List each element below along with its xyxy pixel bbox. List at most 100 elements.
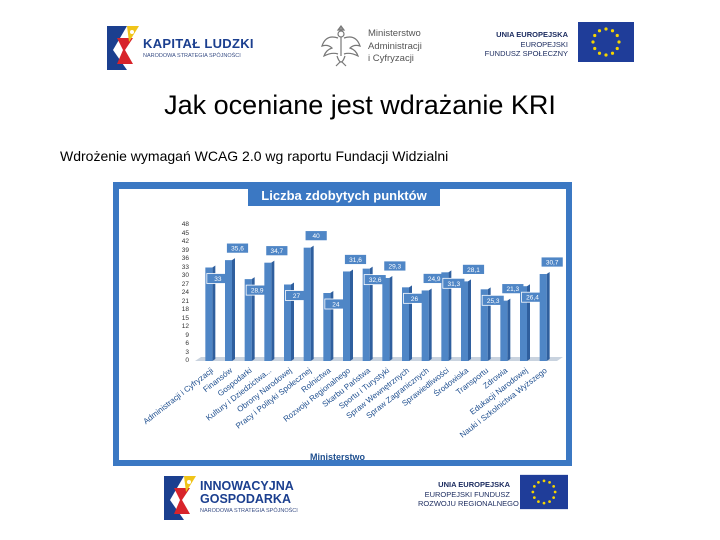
polish-eagle-icon (321, 25, 361, 67)
eu-efrr-text: UNIA EUROPEJSKA EUROPEJSKI FUNDUSZ ROZWO… (418, 480, 519, 509)
bar (461, 279, 471, 361)
bar (225, 258, 235, 361)
bar-front (421, 290, 429, 361)
ministry-name: Ministerstwo Administracji i Cyfryzacji (368, 28, 440, 66)
bar (382, 275, 393, 361)
bar-front (362, 268, 370, 361)
innowacyjna-line-1: INNOWACYJNA (200, 479, 294, 493)
bar-side (251, 277, 255, 361)
data-label: 27 (293, 293, 301, 300)
data-label: 26,4 (526, 295, 539, 302)
eu-efs-line-1: UNIA EUROPEJSKA (496, 30, 568, 39)
eu-flag-icon (578, 22, 634, 62)
eu-flag-icon (520, 474, 568, 510)
bar-side (546, 272, 550, 361)
y-tick-label: 48 (181, 221, 189, 228)
innowacyjna-title: INNOWACYJNA GOSPODARKA (200, 480, 294, 506)
bar-front (244, 279, 252, 361)
bar-front (520, 286, 527, 361)
bar-front (303, 247, 311, 361)
y-tick-label: 21 (181, 297, 189, 305)
bar-front (402, 287, 409, 361)
bar-front (284, 284, 291, 361)
chart-title: Liczba zdobytych punktów (248, 186, 440, 206)
eu-efs-logo: UNIA EUROPEJSKA EUROPEJSKI FUNDUSZ SPOŁE… (478, 18, 638, 74)
bar-side (271, 260, 275, 361)
bar (402, 285, 412, 361)
bar (362, 266, 373, 361)
bar (343, 269, 353, 361)
data-label-box (265, 245, 289, 257)
slide-title: Jak oceniane jest wdrażanie KRI (164, 90, 556, 120)
innowacyjna-emblem-icon (164, 476, 196, 520)
data-label: 31,6 (349, 257, 362, 264)
bar-front (461, 281, 468, 361)
ministry-line-1: Ministerstwo (368, 28, 421, 39)
bar-front (323, 293, 331, 361)
y-tick-label: 24 (181, 289, 189, 296)
data-label-box (540, 256, 564, 268)
data-label: 30,7 (546, 260, 559, 267)
eu-efrr-line-1: UNIA EUROPEJSKA (438, 480, 510, 489)
bar-side (448, 270, 452, 361)
ministry-line-3: i Cyfryzacji (368, 53, 414, 64)
data-label: 34,7 (271, 248, 284, 255)
bar-side (350, 269, 353, 361)
data-label: 21,3 (507, 286, 520, 293)
bar-side (310, 245, 314, 361)
innowacyjna-line-2: GOSPODARKA (200, 492, 291, 506)
data-label-box (304, 230, 328, 242)
y-tick-label: 36 (181, 255, 189, 262)
innowacyjna-gospodarka-logo: INNOWACYJNA GOSPODARKA NARODOWA STRATEGI… (160, 470, 320, 530)
y-tick-label: 0 (185, 357, 189, 364)
bar (520, 284, 530, 361)
x-axis-title: Ministerstwo (310, 452, 366, 462)
y-tick-label: 30 (181, 272, 189, 279)
slide-subtitle: Wdrożenie wymagań WCAG 2.0 wg raportu Fu… (60, 148, 449, 164)
bar-side (291, 282, 294, 361)
data-label-box (344, 254, 367, 265)
bar (205, 265, 216, 361)
data-label-box (462, 263, 485, 275)
y-tick-label: 45 (181, 229, 189, 237)
data-label: 24,9 (428, 276, 441, 283)
bar-side (527, 284, 530, 361)
bar-side (232, 258, 235, 361)
data-label: 40 (313, 233, 321, 240)
bar-side (487, 287, 491, 361)
bar-front (225, 260, 232, 361)
data-label: 32,6 (369, 277, 382, 284)
eu-efrr-line-2: EUROPEJSKI FUNDUSZ (424, 489, 510, 499)
data-label-box (383, 260, 407, 272)
bar (441, 270, 452, 361)
y-tick-label: 3 (185, 348, 189, 356)
bar (244, 277, 255, 361)
bar-side (389, 275, 393, 361)
eu-efrr-line-3: ROZWOJU REGIONALNEGO (418, 499, 519, 508)
bar (500, 298, 511, 361)
kapital-ludzki-tagline: NARODOWA STRATEGIA SPÓJNOŚCI (143, 53, 241, 59)
eu-efs-line-2: EUROPEJSKI (520, 39, 568, 49)
y-tick-label: 18 (181, 306, 189, 313)
kapital-ludzki-emblem-icon (107, 26, 139, 70)
kapital-ludzki-logo: KAPITAŁ LUDZKI NARODOWA STRATEGIA SPÓJNO… (103, 20, 263, 80)
bar-front (480, 289, 488, 361)
y-tick-label: 12 (181, 323, 189, 330)
data-label: 28,1 (467, 267, 480, 274)
data-label: 24 (332, 302, 340, 309)
data-label: 35,6 (231, 246, 244, 253)
bar (284, 282, 294, 361)
bar-side (468, 279, 471, 361)
y-tick-label: 6 (185, 340, 189, 347)
data-label: 29,3 (389, 263, 402, 270)
data-label: 31,3 (448, 281, 461, 288)
kapital-ludzki-title: KAPITAŁ LUDZKI (143, 36, 254, 51)
y-tick-label: 9 (185, 331, 189, 339)
bar-front (205, 267, 213, 361)
y-tick-label: 39 (181, 246, 189, 254)
y-tick-label: 33 (181, 263, 189, 271)
bar-front (343, 271, 350, 361)
ministry-line-2: Administracji (368, 40, 422, 52)
data-label: 28,9 (251, 288, 264, 295)
eu-efs-line-3: FUNDUSZ SPOŁECZNY (484, 49, 568, 58)
